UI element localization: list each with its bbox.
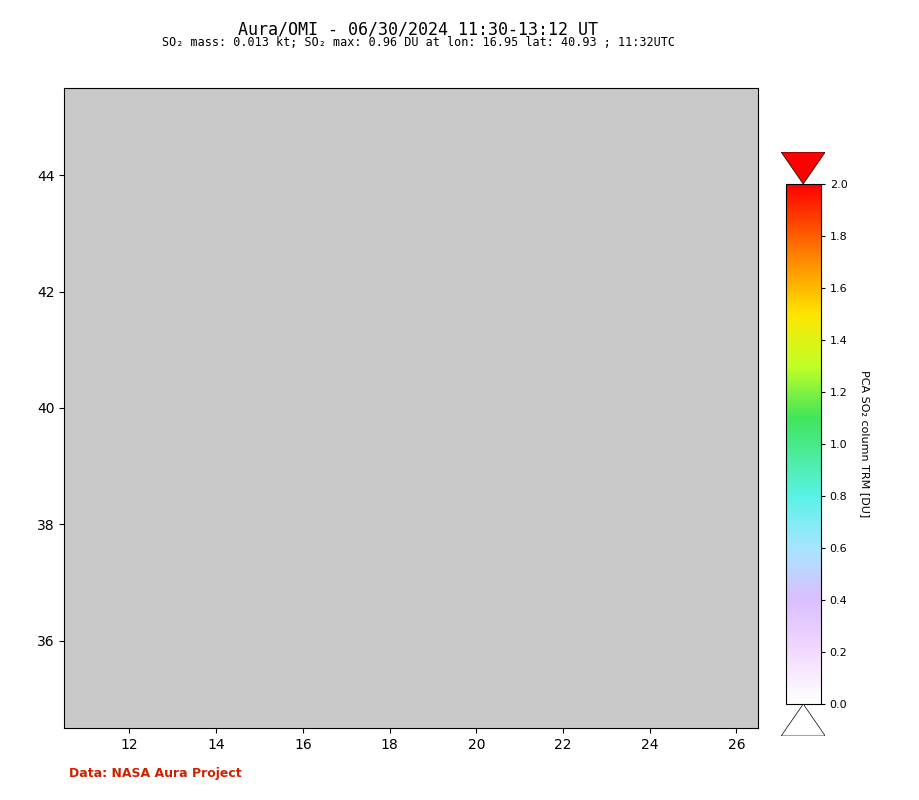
Text: Aura/OMI - 06/30/2024 11:30-13:12 UT: Aura/OMI - 06/30/2024 11:30-13:12 UT bbox=[238, 20, 598, 38]
Text: Data: NASA Aura Project: Data: NASA Aura Project bbox=[69, 767, 242, 780]
Y-axis label: PCA SO₂ column TRM [DU]: PCA SO₂ column TRM [DU] bbox=[859, 370, 869, 518]
Text: SO₂ mass: 0.013 kt; SO₂ max: 0.96 DU at lon: 16.95 lat: 40.93 ; 11:32UTC: SO₂ mass: 0.013 kt; SO₂ max: 0.96 DU at … bbox=[162, 36, 675, 49]
Polygon shape bbox=[781, 152, 825, 184]
Polygon shape bbox=[781, 704, 825, 736]
